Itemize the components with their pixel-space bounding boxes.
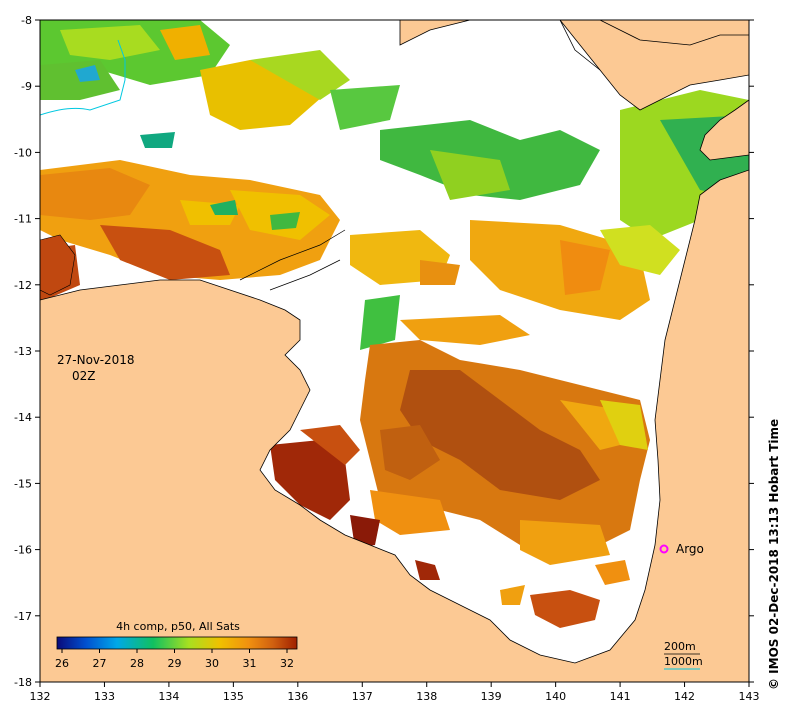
- colorbar-title: 4h comp, p50, All Sats: [116, 620, 240, 633]
- isobath-200m-label: 200m: [664, 640, 696, 653]
- credit-label: © IMOS 02-Dec-2018 13:13 Hobart Time: [767, 419, 781, 690]
- y-tick-label: -15: [14, 477, 32, 490]
- x-tick-label: 141: [610, 690, 631, 703]
- colorbar-label: 28: [130, 657, 144, 670]
- x-tick-label: 136: [287, 690, 308, 703]
- x-tick-label: 135: [223, 690, 244, 703]
- x-tick-label: 133: [94, 690, 115, 703]
- y-tick-label: -16: [14, 544, 32, 557]
- y-tick-label: -10: [14, 146, 32, 159]
- land-layer: [40, 20, 749, 682]
- y-tick-label: -17: [14, 610, 32, 623]
- x-tick-label: 132: [30, 690, 51, 703]
- isobath-1000m-label: 1000m: [664, 655, 703, 668]
- colorbar-label: 30: [205, 657, 219, 670]
- time-label: 02Z: [72, 369, 96, 383]
- colorbar-label: 27: [93, 657, 107, 670]
- x-tick-label: 139: [481, 690, 502, 703]
- y-tick-label: -9: [21, 80, 32, 93]
- colorbar-label: 29: [168, 657, 182, 670]
- y-axis: -8 -9 -10 -11 -12 -13 -14 -15 -16 -17 -18: [14, 14, 754, 689]
- colorbar-label: 31: [243, 657, 257, 670]
- y-tick-label: -8: [21, 14, 32, 27]
- y-tick-label: -12: [14, 279, 32, 292]
- colorbar: 4h comp, p50, All Sats 26 27 28 29 30 31 32: [55, 620, 298, 670]
- x-tick-label: 143: [739, 690, 760, 703]
- x-tick-label: 142: [674, 690, 695, 703]
- y-tick-label: -14: [14, 411, 32, 424]
- colorbar-label: 26: [55, 657, 69, 670]
- x-axis: 132 133 134 135 136 137 138 139 140 141 142 143: [30, 682, 760, 703]
- x-tick-label: 134: [158, 690, 179, 703]
- y-tick-label: -11: [14, 213, 32, 226]
- argo-marker-icon: [659, 544, 669, 554]
- colorbar-bar: [56, 636, 298, 650]
- x-tick-label: 140: [545, 690, 566, 703]
- argo-label: Argo: [676, 542, 704, 556]
- colorbar-label: 32: [280, 657, 294, 670]
- isobath-legend: 200m 1000m: [664, 640, 703, 670]
- argo-marker: Argo: [659, 542, 704, 556]
- y-tick-label: -18: [14, 676, 32, 689]
- date-label: 27-Nov-2018: [57, 353, 135, 367]
- y-tick-label: -13: [14, 345, 32, 358]
- x-tick-label: 137: [352, 690, 373, 703]
- x-tick-label: 138: [416, 690, 437, 703]
